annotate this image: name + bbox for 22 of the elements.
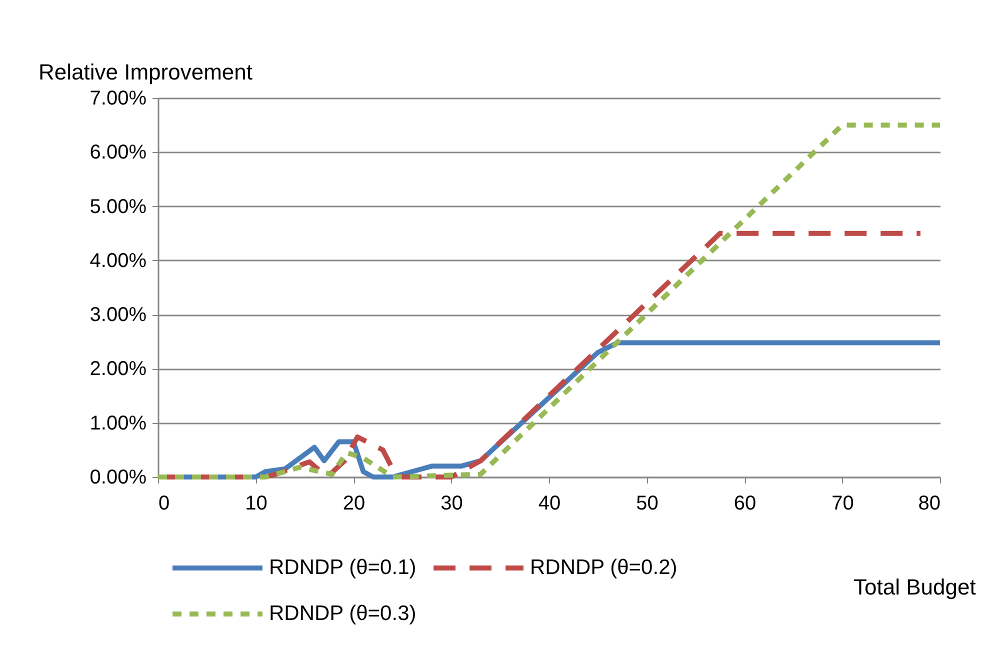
x-axis-title: Total Budget [854,574,976,600]
x-tick-label: 10 [245,492,268,514]
x-tick-label: 30 [440,492,463,514]
y-tick-label: 6.00% [90,142,147,164]
legend-label: RDNDP (θ=0.1) [269,556,416,579]
x-tick-label: 80 [918,492,940,514]
x-tick-label: 20 [342,492,366,514]
y-tick-label: 3.00% [90,304,147,326]
y-tick-label: 0.00% [90,466,147,488]
legend-label: RDNDP (θ=0.3) [269,602,416,625]
x-tick-label: 70 [832,492,854,514]
x-tick-label: 60 [734,492,756,514]
legend-label: RDNDP (θ=0.2) [530,556,678,579]
y-tick-label: 5.00% [90,196,147,218]
y-axis-title: Relative Improvement [38,60,252,84]
x-tick-label: 40 [538,492,561,514]
y-tick-label: 4.00% [90,250,147,272]
y-tick-label: 7.00% [90,88,147,110]
x-tick-label: 0 [158,492,170,514]
y-tick-label: 2.00% [90,358,147,380]
x-tick-label: 50 [636,492,658,514]
y-tick-label: 1.00% [90,412,147,434]
